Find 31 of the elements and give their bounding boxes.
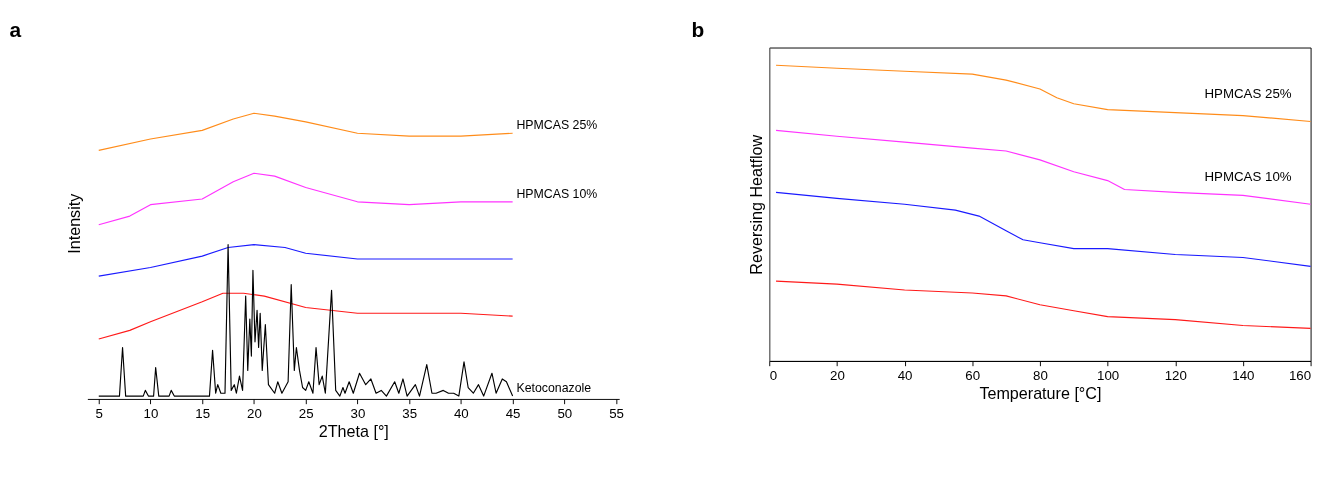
x-tick-label: 140 (1232, 368, 1255, 384)
x-tick-label: 120 (1164, 368, 1187, 384)
x-axis-title: Temperature [°C] (979, 384, 1102, 403)
x-tick-label: 15 (195, 406, 211, 422)
x-tick-label: 5 (95, 406, 103, 422)
x-tick-label: 55 (609, 406, 624, 422)
series-label: HPMCAS 10% (1204, 168, 1292, 184)
series-label: HPMCAS 25% (1204, 85, 1292, 101)
x-tick-label: 40 (897, 368, 913, 384)
x-tick-label: 25 (298, 406, 314, 422)
x-tick-label: 100 (1096, 368, 1120, 384)
x-tick-label: 30 (350, 406, 366, 422)
series-label: HPMCAS 10% (516, 187, 598, 202)
x-tick-label: 45 (505, 406, 521, 422)
x-tick-label: 160 (1288, 368, 1312, 384)
x-tick-label: 35 (402, 406, 418, 422)
x-tick-label: 60 (965, 368, 981, 384)
x-tick-label: 50 (557, 406, 573, 422)
x-tick-label: 10 (143, 406, 159, 422)
x-tick-label: 20 (830, 368, 845, 384)
y-axis-title: Intensity (65, 192, 84, 254)
series-label: HPMCAS 25% (516, 118, 598, 133)
x-tick-label: 0 (769, 368, 778, 384)
x-tick-label: 80 (1033, 368, 1048, 384)
x-axis-title: 2Theta [°] (318, 422, 389, 441)
series-label: Ketoconazole (516, 381, 592, 396)
x-tick-label: 40 (453, 406, 469, 422)
chart-title: a (9, 18, 22, 42)
y-axis-title: Reversing Heatflow (747, 134, 766, 275)
chart-title: b (691, 18, 705, 42)
x-tick-label: 20 (247, 406, 262, 422)
